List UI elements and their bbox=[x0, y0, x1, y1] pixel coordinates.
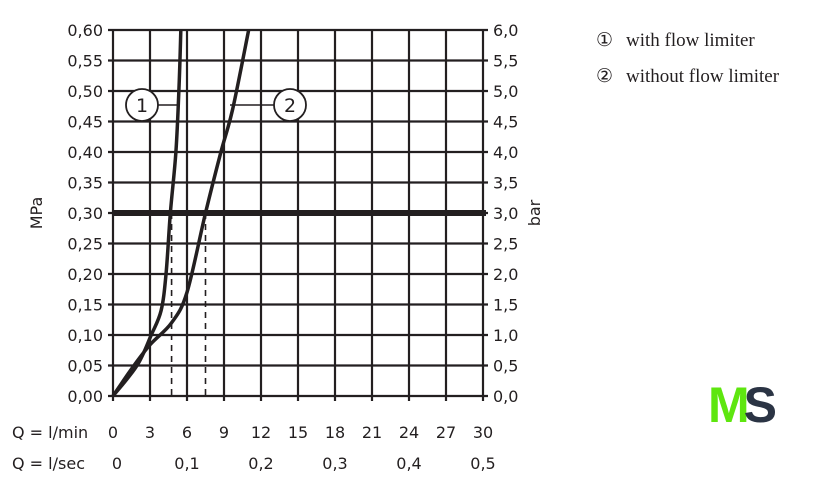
x-tick-label-secondary: 0 bbox=[112, 454, 122, 473]
x-tick-label: 24 bbox=[399, 423, 419, 442]
x-tick-label: 15 bbox=[288, 423, 308, 442]
x-tick-label-secondary: 0,5 bbox=[470, 454, 495, 473]
y-tick-label: 0,50 bbox=[67, 82, 103, 101]
y-tick-label-right: 4,0 bbox=[493, 143, 518, 162]
y-tick-label-right: 1,0 bbox=[493, 326, 518, 345]
y-tick-label-right: 0,5 bbox=[493, 357, 518, 376]
logo-letter-m: M bbox=[708, 377, 750, 433]
legend-label-2: without flow limiter bbox=[626, 66, 780, 87]
x-tick-label: 21 bbox=[362, 423, 382, 442]
marker-circle-2 bbox=[273, 88, 307, 122]
marker-label-2: 2 bbox=[284, 95, 296, 117]
y-tick-label-right: 1,5 bbox=[493, 296, 518, 315]
legend-marker-1: ① bbox=[596, 30, 613, 51]
logo-letter-s: S bbox=[743, 377, 777, 433]
x-tick-label: 3 bbox=[145, 423, 155, 442]
x-tick-label-secondary: 0,3 bbox=[322, 454, 347, 473]
y-tick-label-right: 4,5 bbox=[493, 113, 518, 132]
x-tick-label-secondary: 0,2 bbox=[248, 454, 273, 473]
y-tick-label: 0,05 bbox=[67, 357, 103, 376]
legend-label-1: with flow limiter bbox=[626, 30, 755, 51]
marker-circle-1 bbox=[125, 88, 159, 122]
ms-logo: MS bbox=[708, 377, 777, 433]
x-axis-label-secondary: Q = l/sec bbox=[12, 454, 85, 473]
curve-series-2 bbox=[111, 29, 251, 397]
x-tick-label: 12 bbox=[251, 423, 271, 442]
y-tick-label: 0,20 bbox=[67, 265, 103, 284]
y-tick-label: 0,60 bbox=[67, 21, 103, 40]
y-tick-label: 0,35 bbox=[67, 174, 103, 193]
x-tick-label: 30 bbox=[473, 423, 493, 442]
y-axis-label-right: bar bbox=[525, 199, 544, 226]
y-tick-label-right: 2,0 bbox=[493, 265, 518, 284]
x-axis-label: Q = l/min bbox=[12, 423, 88, 442]
y-tick-label-right: 2,5 bbox=[493, 235, 518, 254]
x-tick-label-secondary: 0,4 bbox=[396, 454, 421, 473]
marker-label-1: 1 bbox=[136, 95, 148, 117]
y-tick-label-right: 3,0 bbox=[493, 204, 518, 223]
x-tick-label: 27 bbox=[436, 423, 456, 442]
y-tick-label: 0,15 bbox=[67, 296, 103, 315]
y-tick-label: 0,25 bbox=[67, 235, 103, 254]
legend-marker-2: ② bbox=[596, 66, 613, 87]
y-tick-label-right: 5,5 bbox=[493, 52, 518, 71]
y-tick-label: 0,55 bbox=[67, 52, 103, 71]
y-axis-label: MPa bbox=[27, 197, 46, 230]
x-tick-label: 0 bbox=[108, 423, 118, 442]
x-tick-label-secondary: 0,1 bbox=[174, 454, 199, 473]
y-tick-label-right: 6,0 bbox=[493, 21, 518, 40]
y-tick-label: 0,00 bbox=[67, 387, 103, 406]
x-tick-label: 9 bbox=[219, 423, 229, 442]
x-tick-label: 6 bbox=[182, 423, 192, 442]
y-tick-label-right: 5,0 bbox=[493, 82, 518, 101]
y-tick-label: 0,40 bbox=[67, 143, 103, 162]
y-tick-label-right: 0,0 bbox=[493, 387, 518, 406]
y-tick-label: 0,45 bbox=[67, 113, 103, 132]
y-tick-label: 0,10 bbox=[67, 326, 103, 345]
x-tick-label: 18 bbox=[325, 423, 345, 442]
y-tick-label: 0,30 bbox=[67, 204, 103, 223]
y-tick-label-right: 3,5 bbox=[493, 174, 518, 193]
